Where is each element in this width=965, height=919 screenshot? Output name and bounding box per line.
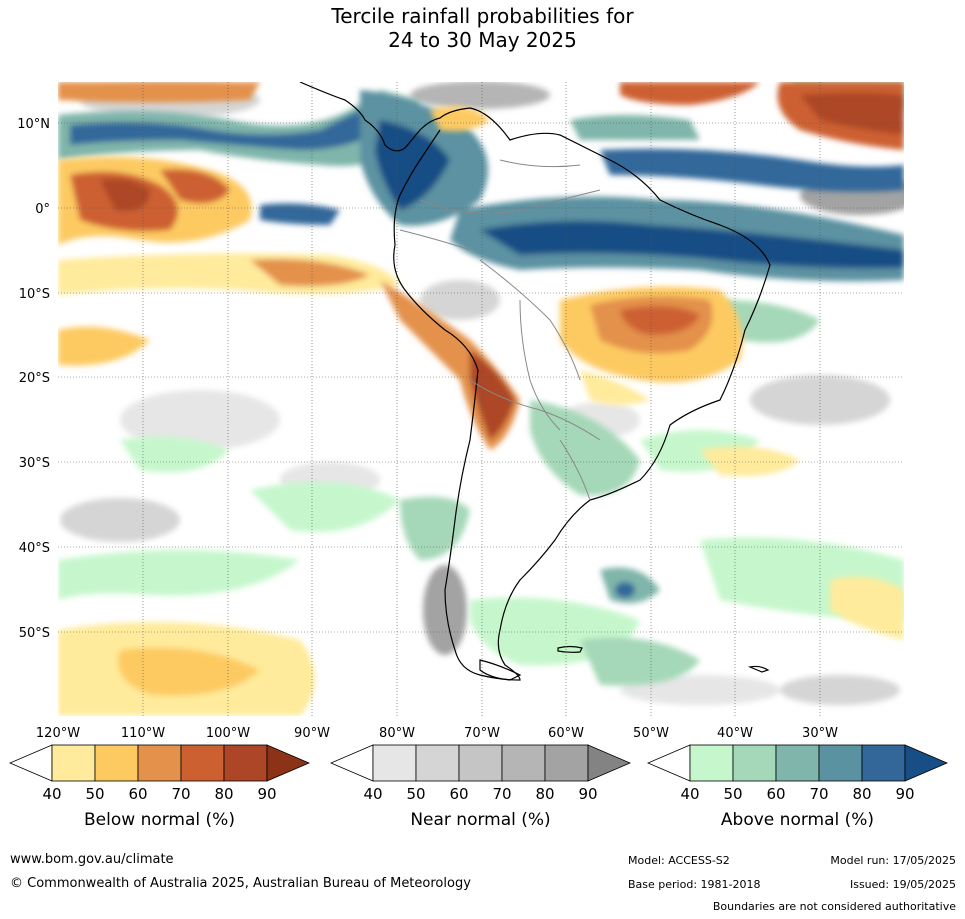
near-normal-legend-swatch xyxy=(372,744,417,782)
near-normal-legend-swatch xyxy=(544,744,589,782)
south-america-coast xyxy=(393,107,771,681)
lon-label-50w: 50°W xyxy=(633,726,669,741)
lon-label-40w: 40°W xyxy=(717,726,753,741)
below-normal-legend-tick: 70 xyxy=(171,785,190,803)
title-line-2: 24 to 30 May 2025 xyxy=(388,28,577,52)
near-normal-legend-swatch xyxy=(458,744,503,782)
graticule xyxy=(58,82,904,716)
above-normal-legend-tick: 70 xyxy=(809,785,828,803)
website-link[interactable]: www.bom.gov.au/climate xyxy=(10,852,174,867)
above-normal-legend-tick: 40 xyxy=(680,785,699,803)
lon-label-110w: 110°W xyxy=(121,726,165,741)
below-normal-legend-title: Below normal (%) xyxy=(84,810,235,830)
longitude-labels: 120°W 110°W 100°W 90°W 80°W 70°W 60°W 50… xyxy=(36,726,838,741)
below-normal-legend-tick: 50 xyxy=(85,785,104,803)
near-normal-legend-low-end xyxy=(329,744,374,782)
above-normal-legend-title: Above normal (%) xyxy=(721,810,874,830)
near-normal-legend: 40 50 60 70 80 90 Near normal (%) xyxy=(329,744,632,830)
below-normal-legend-swatch xyxy=(223,744,268,782)
above-normal-patches xyxy=(58,82,904,686)
below-normal-legend-low-end xyxy=(8,744,53,782)
lon-label-90w: 90°W xyxy=(294,726,330,741)
lat-label-0: 0° xyxy=(35,202,50,217)
lat-label-20s: 20°S xyxy=(19,371,50,386)
below-normal-legend-swatch xyxy=(137,744,182,782)
coastlines xyxy=(299,82,771,681)
near-normal-legend-tick: 50 xyxy=(406,785,425,803)
near-normal-legend-swatch xyxy=(501,744,546,782)
south-georgia xyxy=(747,665,770,673)
near-normal-legend-tick: 60 xyxy=(449,785,468,803)
below-normal-legend-tick: 40 xyxy=(42,785,61,803)
above-normal-legend-swatch xyxy=(818,744,863,782)
below-normal-legend-tick: 80 xyxy=(214,785,233,803)
base-period-text: Base period: 1981-2018 xyxy=(628,878,761,891)
below-normal-legend-swatch xyxy=(180,744,225,782)
above-normal-legend: 40 50 60 70 80 90 Above normal (%) xyxy=(646,744,949,830)
model-text: Model: ACCESS-S2 xyxy=(628,854,730,867)
lon-label-100w: 100°W xyxy=(206,726,250,741)
above-normal-legend-tick: 90 xyxy=(895,785,914,803)
latitude-labels: 10°N 0° 10°S 20°S 30°S 40°S 50°S xyxy=(17,117,50,641)
map-panel xyxy=(58,82,904,716)
below-normal-legend-tick: 90 xyxy=(257,785,276,803)
lat-label-40s: 40°S xyxy=(19,541,50,556)
issued-text: Issued: 19/05/2025 xyxy=(849,878,956,891)
above-normal-legend-low-end xyxy=(646,744,691,782)
central-america-coast xyxy=(299,82,471,152)
below-normal-legend: 40 50 60 70 80 90 Below normal (%) xyxy=(8,744,311,830)
probability-field xyxy=(58,82,904,716)
lat-label-10n: 10°N xyxy=(17,117,50,132)
near-normal-legend-tick: 70 xyxy=(492,785,511,803)
title-line-1: Tercile rainfall probabilities for xyxy=(331,4,634,28)
copyright-text: © Commonwealth of Australia 2025, Austra… xyxy=(10,876,471,891)
below-normal-legend-swatch xyxy=(51,744,96,782)
near-normal-legend-title: Near normal (%) xyxy=(410,810,550,830)
lon-label-80w: 80°W xyxy=(379,726,415,741)
disclaimer-text: Boundaries are not considered authoritat… xyxy=(712,900,956,913)
country-borders xyxy=(399,159,601,501)
above-normal-legend-tick: 60 xyxy=(766,785,785,803)
lon-label-60w: 60°W xyxy=(548,726,584,741)
model-run-text: Model run: 17/05/2025 xyxy=(830,854,956,867)
lat-label-50s: 50°S xyxy=(19,626,50,641)
lon-label-120w: 120°W xyxy=(36,726,80,741)
near-normal-legend-tick: 80 xyxy=(535,785,554,803)
near-normal-legend-high-end xyxy=(587,744,632,782)
near-normal-legend-swatch xyxy=(415,744,460,782)
lat-label-10s: 10°S xyxy=(19,287,50,302)
below-normal-legend-tick: 60 xyxy=(128,785,147,803)
above-normal-legend-swatch xyxy=(775,744,820,782)
above-normal-legend-tick: 80 xyxy=(852,785,871,803)
above-normal-legend-tick: 50 xyxy=(723,785,742,803)
below-normal-legend-high-end xyxy=(266,744,311,782)
map-title: Tercile rainfall probabilities for 24 to… xyxy=(0,4,965,52)
above-normal-legend-swatch xyxy=(861,744,906,782)
near-normal-patches xyxy=(60,82,904,705)
lon-label-30w: 30°W xyxy=(802,726,838,741)
tierra-del-fuego xyxy=(479,659,522,681)
colorbar-legends: 40 50 60 70 80 90 Below normal (%) 40 50 60 70 80 90… xyxy=(8,744,949,830)
lon-label-70w: 70°W xyxy=(464,726,500,741)
near-normal-legend-tick: 90 xyxy=(578,785,597,803)
lat-label-30s: 30°S xyxy=(19,456,50,471)
below-normal-legend-swatch xyxy=(94,744,139,782)
above-normal-legend-swatch xyxy=(732,744,777,782)
near-normal-legend-tick: 40 xyxy=(363,785,382,803)
above-normal-legend-swatch xyxy=(689,744,734,782)
above-normal-legend-high-end xyxy=(904,744,949,782)
